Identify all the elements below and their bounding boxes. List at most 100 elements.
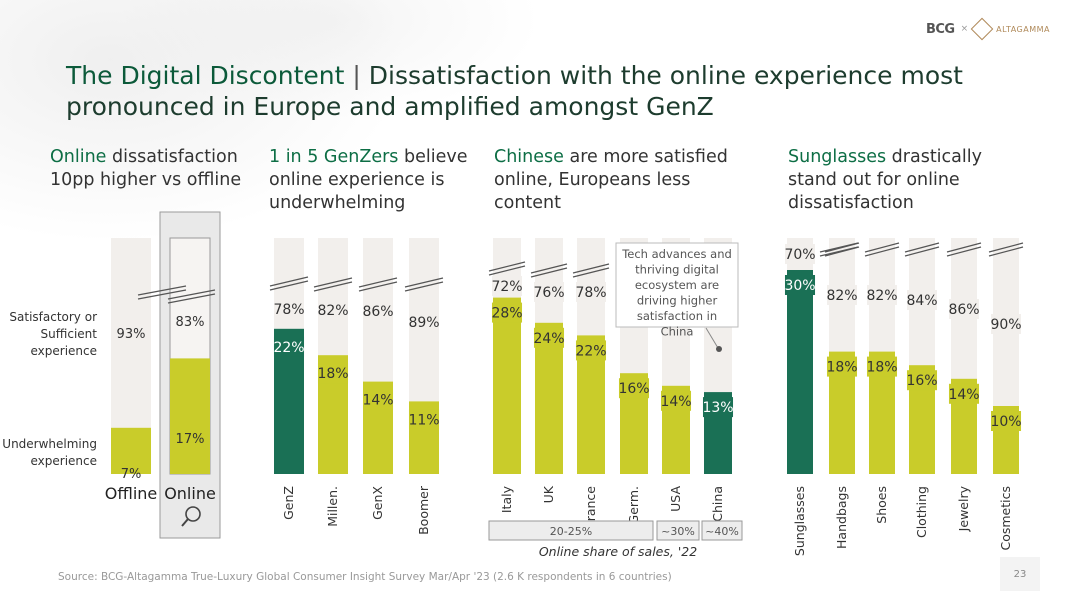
- share-caption: Online share of sales, '22: [539, 544, 697, 559]
- axis-break-offline-line: [137, 289, 187, 300]
- logo: BCG × ALTAGAMMA: [926, 17, 1050, 41]
- value-france-underwhelming: 22%: [575, 343, 606, 359]
- subhead-generations: 1 in 5 GenZers believe online experience…: [269, 146, 481, 215]
- annotation-text: Tech advances and: [621, 247, 732, 261]
- series-label-satisfied: Sufficient: [41, 327, 98, 341]
- value-millen-satisfied-group: 82%: [317, 300, 349, 320]
- subhead-offline-online: Online dissatisfaction 10pp higher vs of…: [50, 146, 255, 192]
- value-boomer-satisfied: 89%: [408, 315, 439, 331]
- series-label-underwhelming: Underwhelming: [2, 437, 97, 451]
- value-italy-underwhelming-group: 28%: [491, 302, 523, 323]
- axis-break-cosmetics: [988, 242, 1024, 257]
- value-france-underwhelming-bg: [575, 340, 607, 361]
- axis-break-boomer-line: [404, 277, 444, 288]
- annotation-text: driving higher: [637, 294, 718, 308]
- value-germ-underwhelming-bg: [618, 378, 650, 399]
- category-sunglasses: Sunglasses: [792, 486, 807, 556]
- axis-break-uk-line: [530, 263, 568, 274]
- axis-break-italy-line: [488, 265, 526, 276]
- axis-break-cosmetics-line: [988, 242, 1024, 253]
- value-italy-satisfied-bg: [491, 276, 523, 296]
- axis-break-millen: [313, 277, 353, 292]
- value-handbags-underwhelming-bg: [826, 356, 858, 377]
- axis-break-shoes-line: [864, 246, 900, 257]
- value-online-underwhelming: 17%: [176, 432, 205, 447]
- annotation-china: Tech advances and thriving digitalecosyst…: [615, 242, 739, 352]
- value-cosmetics-underwhelming-group: 10%: [990, 411, 1022, 431]
- value-shoes-satisfied: 82%: [866, 288, 897, 304]
- share-label-2: ~40%: [705, 525, 739, 538]
- annotation-text: thriving digital: [635, 263, 719, 277]
- value-usa-underwhelming-group: 14%: [660, 390, 692, 411]
- axis-break-extra-1-line: [819, 246, 859, 257]
- value-jewelry-satisfied: 86%: [948, 302, 979, 318]
- axis-break-jewelry-line: [946, 246, 982, 257]
- value-sunglasses-underwhelming-group: 30%: [784, 275, 816, 295]
- axis-break-online-line: [167, 289, 216, 300]
- share-box-2: [701, 520, 743, 541]
- category-uk: UK: [541, 485, 556, 503]
- value-millen-underwhelming-group: 18%: [317, 363, 349, 384]
- value-shoes-underwhelming-bg: [866, 356, 898, 377]
- value-boomer-satisfied-bg: [408, 312, 440, 332]
- category-germ: Germ.: [626, 486, 641, 524]
- subhead-rest: drastically stand out for online dissati…: [788, 147, 982, 213]
- axis-break-online-line: [167, 293, 216, 304]
- category-jewelry: Jewelry: [956, 485, 971, 532]
- value-usa-underwhelming-bg: [660, 390, 692, 411]
- category-shoes: Shoes: [874, 486, 889, 524]
- value-usa-underwhelming: 14%: [660, 394, 691, 410]
- value-genz-underwhelming-bg: [273, 336, 305, 357]
- value-shoes-satisfied-bg: [866, 285, 898, 305]
- value-millen-underwhelming-bg: [317, 363, 349, 384]
- share-box-1: [656, 520, 700, 541]
- value-genx-underwhelming: 14%: [362, 393, 393, 409]
- value-cosmetics-satisfied-group: 90%: [990, 314, 1022, 334]
- value-jewelry-satisfied-group: 86%: [948, 299, 980, 319]
- axis-break-cosmetics-line: [988, 246, 1024, 257]
- title-separator: |: [352, 61, 361, 90]
- category-millen: Millen.: [325, 486, 340, 527]
- value-genz-satisfied-group: 78%: [273, 299, 305, 319]
- value-cosmetics-underwhelming: 10%: [990, 414, 1021, 430]
- axis-break-genz-line: [269, 280, 309, 291]
- value-sunglasses-satisfied-bg: [784, 244, 816, 264]
- annotation-dot: [716, 346, 722, 352]
- value-sunglasses-underwhelming-bg: [784, 275, 816, 295]
- annotation-text: ecosystem are: [635, 278, 719, 292]
- bar-offline-underwhelming: [111, 427, 151, 474]
- bar-online-underwhelming: [170, 358, 210, 474]
- axis-break-france: [572, 263, 610, 278]
- value-genx-satisfied-group: 86%: [362, 301, 394, 321]
- category-offline: Offline: [105, 484, 158, 503]
- axis-break-genx-line: [358, 277, 398, 288]
- axis-break-millen-line: [313, 277, 353, 288]
- axis-break-boomer: [404, 277, 444, 292]
- value-china-underwhelming-bg: [702, 397, 734, 418]
- value-sunglasses-satisfied-group: 70%: [784, 244, 816, 264]
- axis-break-millen-line: [313, 281, 353, 292]
- value-clothing-underwhelming: 16%: [906, 373, 937, 389]
- value-boomer-satisfied-group: 89%: [408, 312, 440, 332]
- logo-separator: ×: [960, 24, 969, 34]
- category-france: France: [583, 486, 598, 528]
- category-usa: USA: [668, 486, 683, 512]
- axis-break-offline: [137, 285, 187, 300]
- value-boomer-underwhelming-group: 11%: [408, 409, 440, 430]
- value-online-satisfied: 83%: [176, 315, 205, 330]
- value-handbags-underwhelming-group: 18%: [826, 356, 858, 377]
- axis-break-italy-line: [488, 261, 526, 272]
- axis-break-uk: [530, 263, 568, 278]
- value-sunglasses-satisfied: 70%: [784, 247, 815, 263]
- value-cosmetics-satisfied: 90%: [990, 317, 1021, 333]
- annotation-text: satisfaction in: [637, 309, 717, 323]
- value-italy-underwhelming-bg: [491, 302, 523, 323]
- value-italy-satisfied: 72%: [491, 279, 522, 295]
- series-label-underwhelming: experience: [30, 454, 97, 468]
- value-handbags-satisfied: 82%: [826, 288, 857, 304]
- value-jewelry-underwhelming-group: 14%: [948, 383, 980, 404]
- subhead-emphasis: Chinese: [494, 147, 564, 167]
- source-note: Source: BCG-Altagamma True-Luxury Global…: [58, 571, 672, 583]
- value-boomer-underwhelming-bg: [408, 409, 440, 430]
- value-cosmetics-underwhelming-bg: [990, 411, 1022, 431]
